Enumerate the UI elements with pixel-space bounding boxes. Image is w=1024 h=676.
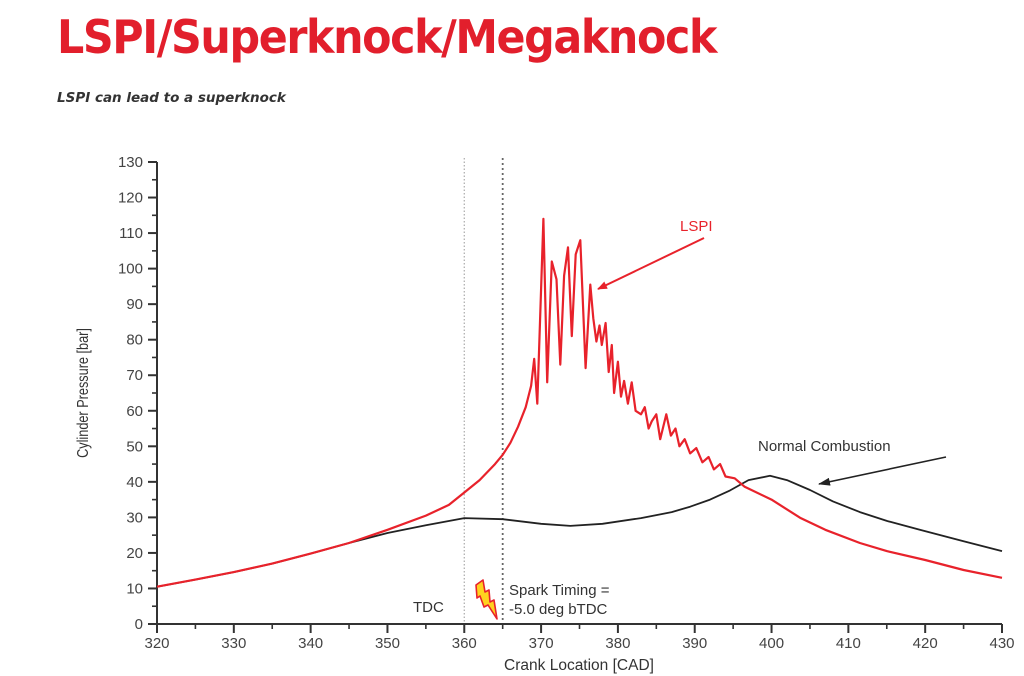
x-tick-label: 430 [989,635,1014,652]
x-tick-label: 380 [605,635,630,652]
x-tick-label: 350 [375,635,400,652]
y-tick-label: 80 [126,332,143,349]
x-tick-label: 370 [529,635,554,652]
marker-lines [463,158,504,624]
page-subtitle: LSPI can lead to a superknock [57,90,286,106]
lspi-arrow [597,237,705,290]
lspi-series [156,217,1003,588]
normal-combustion-arrow [818,456,947,486]
y-tick-label: 0 [135,616,143,633]
tdc-label: TDC [413,599,444,616]
y-tick-label: 120 [118,190,143,207]
y-axis: 0 10 20 30 40 50 60 70 80 90 100 110 120 130 [118,154,158,633]
spark-timing-label-line1: Spark Timing = [509,582,610,599]
x-tick-label: 400 [759,635,784,652]
y-tick-label: 60 [126,403,143,420]
x-tick-label: 320 [144,635,169,652]
y-axis-label: Cylinder Pressure [bar] [75,328,92,458]
x-tick-label: 330 [221,635,246,652]
x-axis-label: Crank Location [CAD] [504,657,654,674]
page-title: LSPI/Superknock/Megaknock [57,10,717,64]
y-tick-label: 70 [126,367,143,384]
lspi-annotation: LSPI [680,218,713,235]
normal-combustion-series [156,474,1003,588]
y-tick-label: 10 [126,580,143,597]
x-tick-label: 410 [836,635,861,652]
y-tick-label: 40 [126,474,143,491]
y-tick-label: 100 [118,261,143,278]
y-tick-label: 50 [126,438,143,455]
y-tick-label: 110 [119,225,143,242]
y-tick-label: 90 [126,296,143,313]
x-axis: 320 330 340 350 360 370 380 390 400 410 420 430 [144,623,1015,652]
x-tick-label: 360 [452,635,477,652]
y-tick-label: 130 [118,154,143,171]
lightning-bolt-icon [475,579,498,620]
y-tick-label: 30 [126,509,143,526]
x-tick-label: 340 [298,635,323,652]
normal-combustion-annotation: Normal Combustion [758,438,891,455]
spark-timing-label-line2: -5.0 deg bTDC [509,601,608,618]
x-tick-label: 390 [682,635,707,652]
x-tick-label: 420 [913,635,938,652]
y-tick-label: 20 [126,545,143,562]
